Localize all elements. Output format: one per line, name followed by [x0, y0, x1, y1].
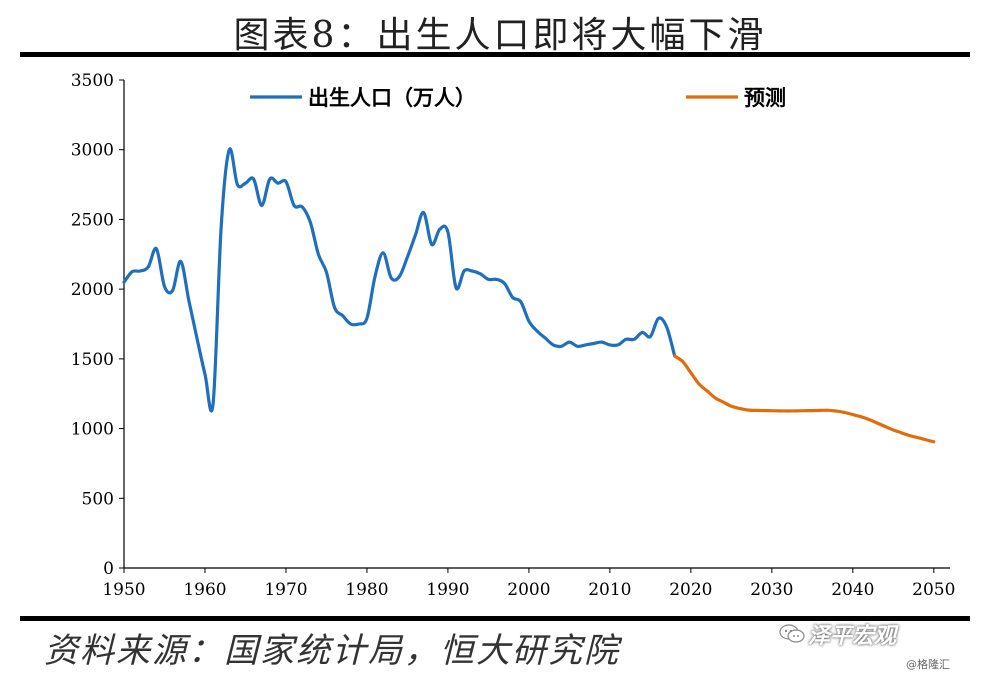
- series-line-history: [122, 147, 677, 413]
- series-line-forecast: [673, 354, 936, 444]
- x-tick-label: 1950: [102, 580, 145, 600]
- y-tick-label: 2500: [71, 210, 114, 230]
- x-tick-label: 1990: [426, 580, 469, 600]
- y-tick-label: 1000: [71, 420, 114, 440]
- x-tick-label: 1970: [264, 580, 307, 600]
- x-tick-label: 2020: [669, 580, 712, 600]
- source-note: 资料来源：国家统计局，恒大研究院: [44, 631, 620, 671]
- y-tick-label: 0: [103, 559, 114, 579]
- x-tick-label: 2010: [588, 580, 631, 600]
- y-tick-label: 3500: [71, 71, 114, 91]
- legend-label-forecast: 预测: [744, 86, 786, 110]
- x-tick-label: 1960: [183, 580, 226, 600]
- birth-population-chart: 0 500 1000 1500 2000 2500 3000 3500 1950 1960 1970…: [71, 71, 956, 600]
- y-tick-label: 2000: [71, 280, 114, 300]
- bottom-rule: [20, 616, 970, 621]
- x-tick-label: 2000: [507, 580, 550, 600]
- y-tick-label: 3000: [71, 141, 114, 161]
- x-tick-label: 2050: [912, 580, 955, 600]
- x-tick-label: 1980: [345, 580, 388, 600]
- x-tick-label: 2030: [750, 580, 793, 600]
- wechat-icon: [779, 624, 805, 643]
- y-tick-label: 1500: [71, 350, 114, 370]
- top-rule: [20, 52, 970, 57]
- legend-label-history: 出生人口（万人）: [308, 86, 476, 110]
- y-tick-label: 500: [82, 489, 114, 509]
- chart-title: 图表8：出生人口即将大幅下滑: [233, 15, 767, 56]
- watermark-sub: @格隆汇: [906, 658, 950, 671]
- watermark-brand: 泽平宏观: [808, 624, 897, 649]
- x-tick-label: 2040: [831, 580, 874, 600]
